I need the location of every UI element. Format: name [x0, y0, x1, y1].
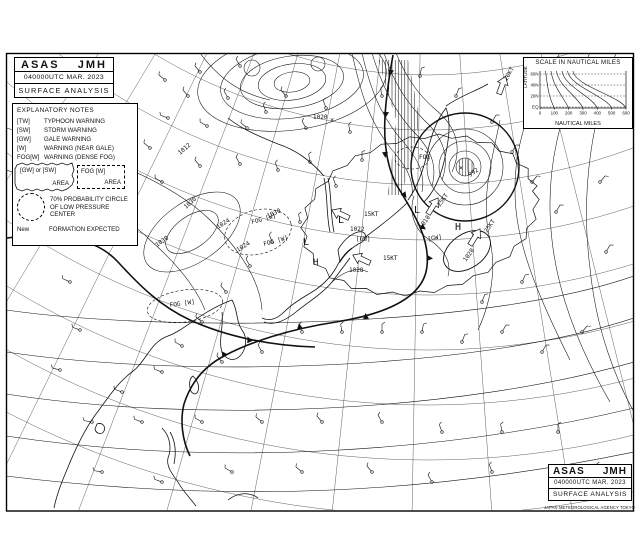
- svg-text:400: 400: [594, 111, 602, 116]
- legend-row: [SW] STORM WARNING: [17, 127, 134, 134]
- map-label: ×: [459, 164, 463, 172]
- map-label: 1022: [350, 226, 365, 233]
- map-label: 1010: [418, 214, 432, 230]
- map-label: FOG [W]: [169, 299, 195, 309]
- map-label: H: [455, 222, 461, 233]
- map-label: L: [414, 205, 420, 216]
- probability-circle-icon: [17, 193, 45, 222]
- map-label: ×: [330, 116, 334, 124]
- map-label: FOG: [419, 154, 430, 161]
- latitude-axis-label: LATITUDE: [523, 66, 528, 88]
- formation-key: New: [17, 226, 30, 234]
- warning-code: FOG[W]: [17, 154, 40, 162]
- scale-box: SCALE IN NAUTICAL MILES 60N 40N 20N EQ 0 100 2…: [523, 57, 633, 129]
- movement-arrows: [331, 75, 509, 266]
- gale-storm-area-box: [GW] or [SW] AREA: [14, 162, 75, 192]
- svg-text:EQ: EQ: [532, 105, 539, 110]
- scale-title: SCALE IN NAUTICAL MILES: [535, 59, 621, 66]
- map-label: 20KT: [503, 66, 516, 82]
- station-plots: [51, 55, 614, 484]
- chart-name: SURFACE ANALYSIS: [553, 491, 627, 498]
- svg-text:40N: 40N: [530, 83, 538, 88]
- svg-text:100: 100: [551, 111, 559, 116]
- svg-text:300: 300: [579, 111, 587, 116]
- warning-code: [W]: [17, 145, 27, 153]
- map-label: 15KT: [364, 211, 379, 218]
- hatched-warning-band: [378, 60, 420, 195]
- probability-label: 70% PROBABILITY CIRCLE OF LOW PRESSURE C…: [50, 195, 128, 219]
- map-label: L: [338, 215, 344, 226]
- warning-label: GALE WARNING: [44, 136, 92, 144]
- warning-code: [GW]: [17, 136, 31, 144]
- svg-text:0: 0: [539, 111, 542, 116]
- svg-text:20N: 20N: [530, 94, 538, 99]
- fog-area-boundaries: [147, 146, 430, 324]
- warning-code: [SW]: [17, 127, 31, 135]
- warning-label: WARNING (DENSE FOG): [44, 154, 115, 162]
- map-label: FOG [W]: [263, 235, 289, 248]
- map-label: FOG [W]: [251, 213, 277, 226]
- stamp-box: ASAS JMH 040000UTC MAR. 2023 SURFACE ANA…: [548, 464, 632, 501]
- warning-code: [TW]: [17, 118, 30, 125]
- map-label: 25KT: [483, 218, 497, 234]
- legend-row: [GW] GALE WARNING: [17, 136, 134, 143]
- map-label: 25KT: [436, 192, 450, 208]
- nautical-miles-axis-label: NAUTICAL MILES: [555, 121, 601, 127]
- svg-text:600: 600: [622, 111, 630, 116]
- area-code: [GW] or [SW]: [20, 167, 56, 175]
- notes-header: EXPLANATORY NOTES: [17, 107, 95, 114]
- area-legend-row: [GW] or [SW] AREA FOG [W] AREA: [14, 162, 134, 192]
- svg-text:60N: 60N: [530, 72, 538, 77]
- map-label: 1024: [215, 217, 231, 231]
- svg-text:200: 200: [565, 111, 573, 116]
- legend-row: [TW] TYPHOON WARNING: [17, 118, 134, 125]
- chart-datetime: 040000UTC MAR. 2023: [15, 72, 113, 84]
- legend-row: FOG[W] WARNING (DENSE FOG): [17, 154, 134, 161]
- warning-label: WARNING (NEAR GALE): [44, 145, 114, 153]
- issuing-center: JMH: [602, 466, 627, 477]
- warning-label: STORM WARNING: [44, 127, 97, 135]
- map-label: 1024: [235, 240, 251, 254]
- chart-datetime: 040000UTC MAR. 2023: [549, 478, 631, 489]
- map-label: [GW]: [427, 234, 442, 243]
- title-box: ASAS JMH 040000UTC MAR. 2023 SURFACE ANA…: [14, 57, 114, 98]
- map-label: 1030: [183, 195, 199, 210]
- product-code: ASAS: [553, 466, 585, 477]
- area-code: FOG [W]: [81, 168, 106, 176]
- area-label: AREA: [104, 179, 121, 187]
- product-code: ASAS: [21, 59, 60, 71]
- formation-label: FORMATION EXPECTED: [49, 226, 120, 234]
- warning-label: TYPHOON WARNING: [44, 118, 106, 125]
- map-label: H: [313, 258, 318, 268]
- map-label: 1030: [154, 234, 170, 248]
- fog-area-box: FOG [W] AREA: [77, 165, 125, 190]
- chart-name: SURFACE ANALYSIS: [18, 86, 110, 95]
- formation-legend-row: New FORMATION EXPECTED: [17, 226, 134, 233]
- gale-warning-area-boundary: [300, 133, 540, 297]
- agency-credit: JAPAN METEOROLOGICAL AGENCY TOKYO: [544, 505, 636, 510]
- map-label: L: [303, 237, 309, 248]
- map-frame: [5, 52, 635, 512]
- svg-text:500: 500: [608, 111, 616, 116]
- map-label: 1012: [177, 142, 193, 157]
- map-label: 1028: [349, 267, 364, 274]
- legend-row: [W] WARNING (NEAR GALE): [17, 145, 134, 152]
- probability-legend-row: 70% PROBABILITY CIRCLE OF LOW PRESSURE C…: [17, 193, 134, 222]
- map-label: 1020: [313, 114, 328, 121]
- explanatory-notes: EXPLANATORY NOTES [TW] TYPHOON WARNING […: [12, 103, 138, 246]
- map-label: 15KT: [383, 255, 398, 262]
- area-label: AREA: [52, 180, 69, 188]
- scale-diagram: 60N 40N 20N EQ0 100 200 300 400 500 600: [530, 70, 630, 116]
- issuing-center: JMH: [77, 59, 107, 71]
- coastlines: [53, 83, 489, 509]
- map-label: [GW]: [356, 236, 370, 243]
